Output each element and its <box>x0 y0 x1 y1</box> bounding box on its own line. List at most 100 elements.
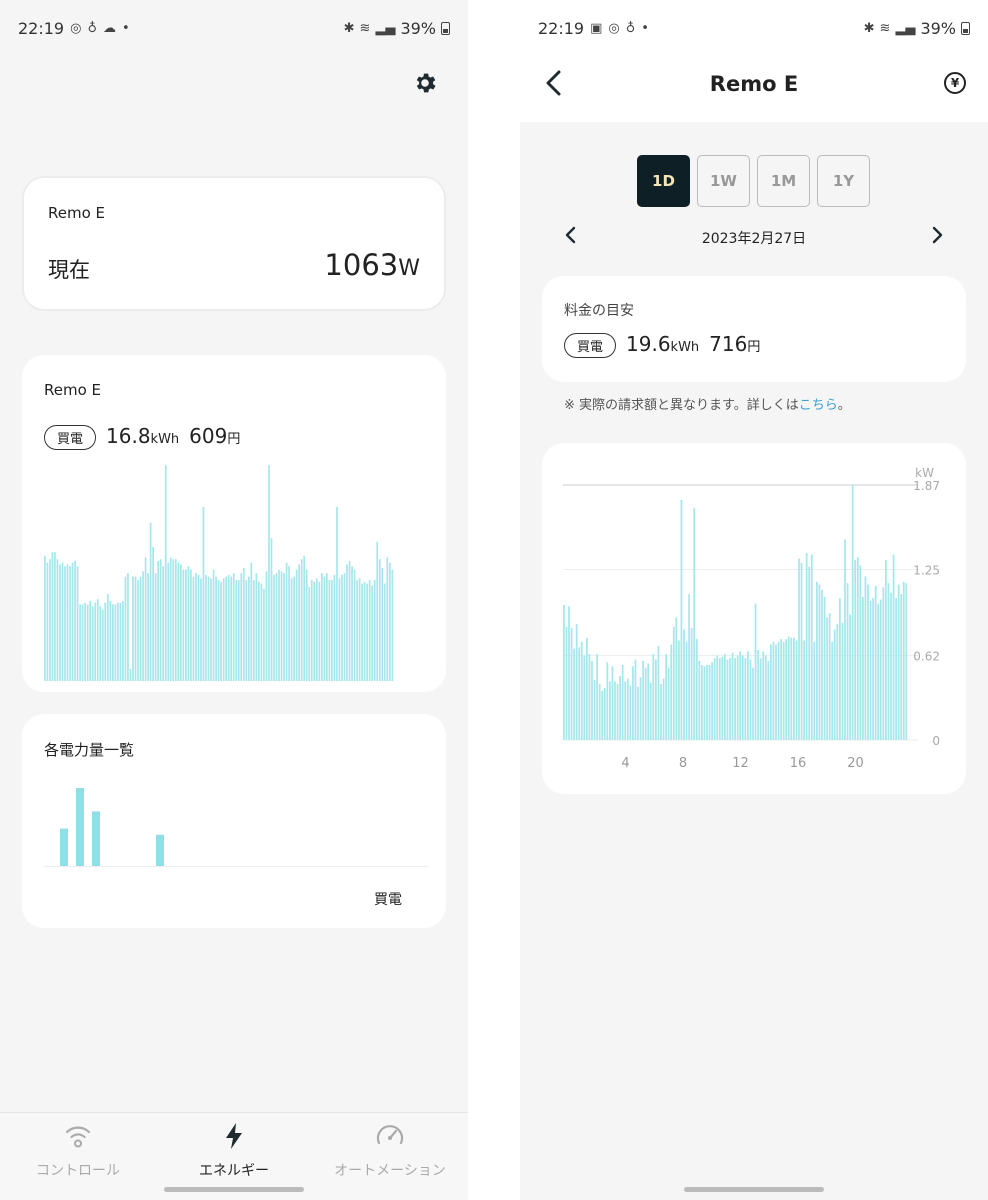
power-bar <box>575 624 578 740</box>
usage-bar <box>353 569 356 681</box>
power-bar <box>885 560 887 740</box>
power-bar <box>660 684 662 740</box>
usage-bar <box>227 574 230 681</box>
usage-bar <box>172 559 175 681</box>
instagram-icon: ◎ <box>70 21 82 36</box>
power-bar <box>706 665 708 740</box>
usage-bar <box>51 552 54 681</box>
back-arrow-icon[interactable] <box>540 68 570 98</box>
yen-icon[interactable]: ¥ <box>944 72 966 94</box>
usage-bar <box>232 573 235 681</box>
power-bar <box>596 654 598 740</box>
tab-1d[interactable]: 1D <box>637 155 690 207</box>
usage-bar <box>71 562 74 681</box>
usage-bar <box>144 557 147 681</box>
power-bar <box>629 685 632 740</box>
usage-bar <box>94 602 97 681</box>
purchase-badge: 買電 <box>44 425 97 450</box>
purchase-badge: 買電 <box>564 333 617 358</box>
power-bar <box>708 665 711 740</box>
power-bar <box>869 600 872 740</box>
power-bar <box>713 658 716 740</box>
usage-bar <box>106 594 109 681</box>
power-bar <box>759 658 762 740</box>
power-bar <box>841 622 844 740</box>
details-link[interactable]: こちら <box>798 398 838 413</box>
appliance-bar <box>92 811 100 866</box>
power-bar <box>752 667 754 740</box>
tab-1w[interactable]: 1W <box>697 155 750 207</box>
power-bar <box>580 641 583 740</box>
tab-1m[interactable]: 1M <box>757 155 810 207</box>
usage-bar <box>185 569 187 681</box>
chevron-left-icon[interactable] <box>561 224 581 246</box>
usage-bar <box>348 560 351 681</box>
usage-bar <box>326 573 328 681</box>
usage-bar-chart <box>44 465 394 681</box>
power-bar <box>867 584 869 740</box>
power-bar <box>849 614 851 740</box>
x-tick-label: 4 <box>621 756 629 771</box>
power-bar <box>754 603 757 740</box>
power-bar <box>563 605 565 740</box>
usage-bar <box>99 606 102 681</box>
usage-bar <box>74 560 76 681</box>
power-bar <box>698 660 701 740</box>
usage-bar <box>222 578 225 681</box>
usage-bar <box>104 602 107 681</box>
power-bar <box>905 583 908 740</box>
appliance-energy-card[interactable]: 各電力量一覧 買電 <box>22 714 446 928</box>
home-indicator[interactable] <box>684 1187 824 1192</box>
usage-bar <box>237 580 240 681</box>
power-bar <box>665 654 667 740</box>
usage-bar <box>114 604 117 681</box>
power-bar <box>573 648 575 740</box>
device-detail-screen: 22:19 ▣ ◎ ♁ • ✱ ≋ ▂▄ 39% Remo E ¥ 1D 1W … <box>520 0 988 1200</box>
ring-icon: ♁ <box>625 21 636 36</box>
power-bar <box>775 644 777 740</box>
current-power-card[interactable]: Remo E 現在 1063W <box>22 176 446 311</box>
power-bar <box>675 617 678 740</box>
nav-automation[interactable]: オートメーション <box>312 1121 468 1180</box>
home-indicator[interactable] <box>164 1187 304 1192</box>
usage-bar <box>205 574 207 681</box>
gear-icon[interactable] <box>412 70 438 96</box>
power-bar <box>790 637 793 740</box>
image-icon: ▣ <box>590 21 603 36</box>
power-bar <box>609 681 611 740</box>
power-bar <box>644 667 647 740</box>
usage-bar <box>300 559 303 681</box>
appliance-bar-chart <box>44 788 428 867</box>
power-bar <box>634 659 637 740</box>
tab-1y[interactable]: 1Y <box>817 155 870 207</box>
appliance-bar <box>156 834 164 866</box>
power-bar <box>808 566 811 740</box>
power-bar <box>749 659 752 740</box>
power-bar <box>892 554 895 740</box>
power-bar <box>649 682 652 740</box>
power-bar <box>621 665 624 740</box>
power-bar <box>565 626 568 740</box>
power-bar <box>606 662 609 740</box>
power-bar <box>703 666 706 740</box>
battery-percent: 39% <box>920 19 956 38</box>
power-bar <box>586 637 588 740</box>
usage-bar <box>91 606 94 681</box>
usage-bar <box>195 573 197 681</box>
nav-control[interactable]: コントロール <box>0 1121 156 1180</box>
power-bar <box>897 584 900 740</box>
usage-bar <box>250 562 253 681</box>
energy-screen: 22:19 ◎ ♁ ☁ • ✱ ≋ ▂▄ 39% Remo E 現在 1063W… <box>0 0 468 1200</box>
nav-energy[interactable]: エネルギー <box>156 1121 312 1180</box>
usage-bar <box>197 574 200 681</box>
chevron-right-icon[interactable] <box>927 224 947 246</box>
power-bar <box>672 626 675 740</box>
usage-bar <box>89 600 92 681</box>
usage-card[interactable]: Remo E 買電 16.8kWh 609円 <box>22 355 446 692</box>
power-bar <box>767 660 770 740</box>
status-bar: 22:19 ▣ ◎ ♁ • ✱ ≋ ▂▄ 39% <box>520 0 988 58</box>
power-bar <box>716 655 719 740</box>
power-bar <box>900 594 903 740</box>
power-bar <box>598 684 601 740</box>
power-bar <box>839 598 841 740</box>
